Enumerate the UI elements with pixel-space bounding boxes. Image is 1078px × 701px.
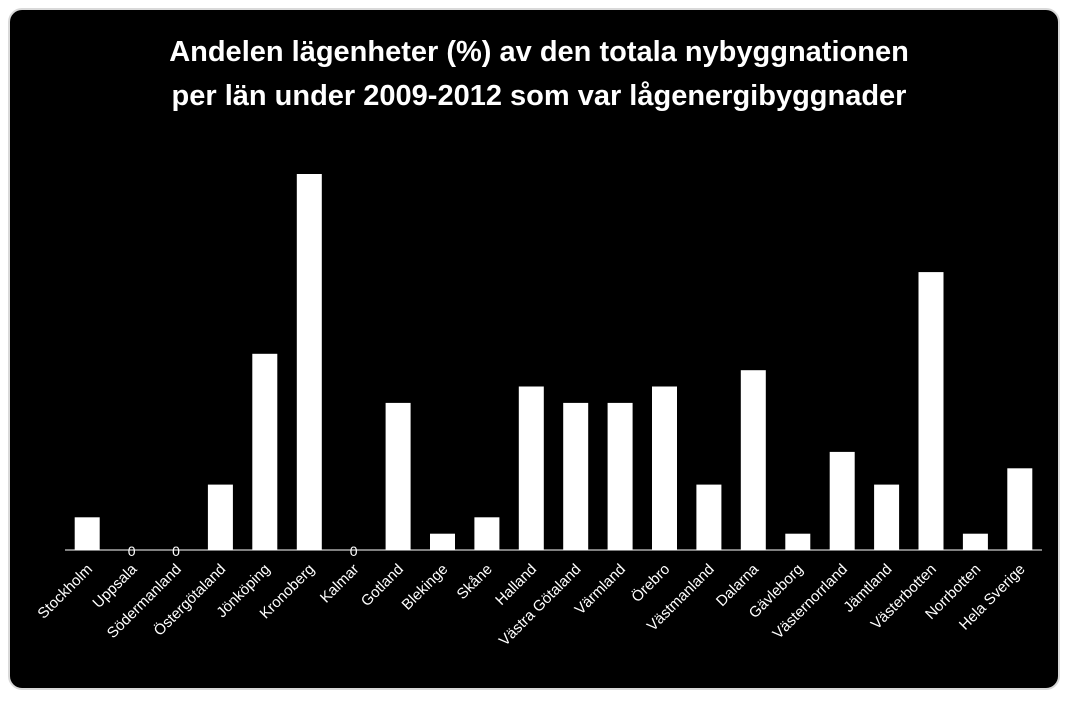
zero-data-label: 0 (128, 543, 136, 559)
chart-title: Andelen lägenheter (%) av den totala nyb… (0, 30, 1078, 118)
bar (296, 174, 322, 550)
chart-title-line-1: Andelen lägenheter (%) av den totala nyb… (169, 36, 909, 68)
zero-data-label: 0 (350, 543, 358, 559)
bar (785, 533, 811, 550)
bar (829, 451, 855, 550)
category-label: Stockholm (34, 561, 96, 623)
chart-title-line-2: per län under 2009-2012 som var lågenerg… (171, 80, 907, 112)
zero-data-label: 0 (172, 543, 180, 559)
bar (696, 484, 722, 550)
bar (252, 353, 278, 550)
bar (474, 517, 500, 550)
bar (1007, 468, 1033, 550)
bar (74, 517, 100, 550)
bar (874, 484, 900, 550)
bar (563, 402, 589, 550)
bar (918, 272, 944, 550)
category-label: Kalmar (317, 561, 363, 607)
bar (962, 533, 988, 550)
category-label: Skåne (454, 561, 496, 603)
bar (740, 370, 766, 550)
chart-frame (8, 8, 1060, 690)
category-label: Blekinge (399, 561, 452, 614)
bar (652, 386, 677, 550)
bar (430, 533, 455, 550)
bar (607, 402, 633, 550)
bar (518, 386, 544, 550)
bar (385, 402, 411, 550)
bar (207, 484, 233, 550)
